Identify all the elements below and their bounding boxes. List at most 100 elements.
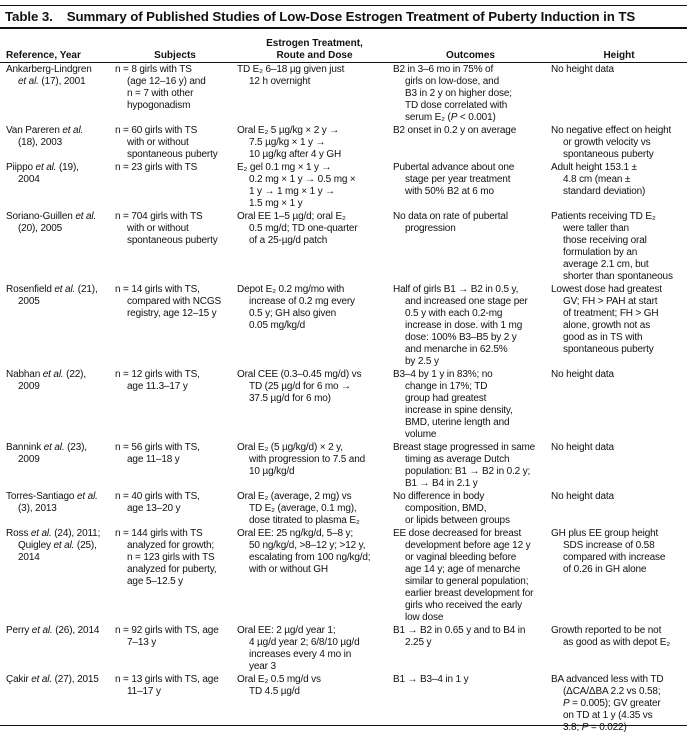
cell-subjects: n = 40 girls with TS, age 13–20 y — [115, 491, 200, 515]
subjects-line: age 11.3–17 y — [127, 381, 188, 392]
subjects-line: 7–13 y — [127, 637, 157, 648]
table-caption: Summary of Published Studies of Low-Dose… — [66, 9, 636, 24]
table-row: Ankarberg-Lindgren et al. (17), 2001 n = 8… — [0, 64, 687, 125]
height-line: those receiving oral — [563, 235, 647, 246]
cell-height: Growth reported to be not as good as with… — [551, 625, 670, 649]
height-line: 4.8 cm (mean ± — [563, 174, 631, 185]
table-number: Table 3. — [5, 9, 53, 24]
table-title: Table 3. Summary of Published Studies of … — [5, 9, 635, 24]
reference-line: 2009 — [18, 454, 40, 465]
header-rule — [0, 62, 687, 63]
cell-treatment: Oral E₂ (5 µg/kg/d) × 2 y, with progressi… — [237, 442, 365, 478]
treatment-line: 10 µg/kg/d — [249, 466, 295, 477]
cell-outcomes: Breast stage progressed in same timing as… — [393, 442, 535, 490]
height-line: Patients receiving TD E₂ — [551, 211, 656, 222]
table-row: Piippo et al. (19), 2004 n = 23 girls with… — [0, 162, 687, 211]
treatment-line: with or without GH — [249, 564, 328, 575]
outcomes-line: 2.25 y — [405, 637, 432, 648]
subjects-line: n = 92 girls with TS, age — [115, 625, 219, 636]
subjects-line: 11–17 y — [127, 686, 161, 697]
cell-outcomes: No difference in body composition, BMD, or… — [393, 491, 510, 527]
cell-height: Adult height 153.1 ±4.8 cm (mean ± standa… — [551, 162, 645, 198]
header-treatment-line2: Route and Dose — [276, 50, 353, 61]
outcomes-line: age 14 y; age of menarche — [405, 564, 521, 575]
cell-reference: Rosenfield et al. (21), 2005 — [6, 284, 98, 308]
height-line: No height data — [551, 442, 614, 453]
cell-treatment: E₂ gel 0.1 mg × 1 y → 0.2 mg × 1 y → 0.5 … — [237, 162, 356, 210]
cell-subjects: n = 144 girls with TS analyzed for growth… — [115, 528, 217, 588]
height-line: alone, growth not as — [563, 320, 651, 331]
treatment-line: 4 µg/d year 2; 6/8/10 µg/d — [249, 637, 360, 648]
cell-outcomes: EE dose decreased for breast development … — [393, 528, 534, 624]
treatment-line: with progression to 7.5 and — [249, 454, 366, 465]
cell-subjects: n = 23 girls with TS — [115, 162, 197, 174]
top-rule — [0, 5, 687, 6]
height-line: average 2.1 cm, but — [563, 259, 649, 270]
outcomes-line: Pubertal advance about one — [393, 162, 515, 173]
cell-height: No height data — [551, 64, 614, 76]
outcomes-line: No difference in body — [393, 491, 485, 502]
header-treatment-line1: Estrogen Treatment, — [266, 38, 363, 49]
outcomes-line: BMD, uterine length and — [405, 417, 510, 428]
cell-reference: Piippo et al. (19), 2004 — [6, 162, 79, 186]
outcomes-line: Half of girls B1 → B2 in 0.5 y, — [393, 284, 519, 295]
cell-reference: Bannink et al. (23), 2009 — [6, 442, 87, 466]
cell-subjects: n = 92 girls with TS, age 7–13 y — [115, 625, 219, 649]
treatment-line: 7.5 µg/kg × 1 y → — [249, 137, 326, 148]
subjects-line: n = 56 girls with TS, — [115, 442, 200, 453]
cell-outcomes: B3–4 by 1 y in 83%; no change in 17%; TD g… — [393, 369, 513, 441]
height-line: formulation by an — [563, 247, 638, 258]
cell-subjects: n = 12 girls with TS, age 11.3–17 y — [115, 369, 200, 393]
subjects-line: spontaneous puberty — [127, 235, 218, 246]
outcomes-line: population: B1 → B2 in 0.2 y; — [405, 466, 531, 477]
subjects-line: compared with NCGS — [127, 296, 221, 307]
cell-height: No height data — [551, 491, 614, 503]
treatment-line: Oral CEE (0.3–0.45 mg/d) vs — [237, 369, 362, 380]
reference-line: (3), 2013 — [18, 503, 57, 514]
subjects-line: age 5–12.5 y — [127, 576, 184, 587]
height-line: of 0.26 in GH alone — [563, 564, 647, 575]
treatment-line: Oral E₂ 0.5 mg/d vs — [237, 674, 321, 685]
treatment-line: of a 25-µg/d patch — [249, 235, 328, 246]
cell-treatment: Oral EE: 25 ng/kg/d, 5–8 y; 50 ng/kg/d, >… — [237, 528, 371, 576]
subjects-line: spontaneous puberty — [127, 149, 218, 160]
treatment-line: E₂ gel 0.1 mg × 1 y → — [237, 162, 332, 173]
reference-line: (18), 2003 — [18, 137, 63, 148]
cell-outcomes: B1 → B2 in 0.65 y and to B4 in 2.25 y — [393, 625, 525, 649]
outcomes-line: by 2.5 y — [405, 356, 439, 367]
height-line: standard deviation) — [563, 186, 646, 197]
reference-line: Bannink et al. (23), — [6, 442, 87, 453]
treatment-line: 37.5 µg/d for 6 mo) — [249, 393, 331, 404]
treatment-line: 10 µg/kg after 4 y GH — [249, 149, 342, 160]
subjects-line: with or without — [127, 137, 189, 148]
treatment-line: Oral EE 1–5 µg/d; oral E₂ — [237, 211, 346, 222]
outcomes-line: 0.5 y with each 0.2-mg — [405, 308, 503, 319]
outcomes-line: increase in dose. with 1 mg — [405, 320, 523, 331]
outcomes-line: B3 in 2 y on higher dose; — [405, 88, 512, 99]
cell-treatment: Depot E₂ 0.2 mg/mo with increase of 0.2 m… — [237, 284, 355, 332]
cell-treatment: Oral E₂ (average, 2 mg) vs TD E₂ (average… — [237, 491, 360, 527]
subjects-line: age 11–18 y — [127, 454, 180, 465]
outcomes-line: and menarche in 62.5% — [405, 344, 508, 355]
outcomes-line: volume — [405, 429, 437, 440]
outcomes-line: girls who received the early — [405, 600, 522, 611]
table-row: Soriano-Guillen et al. (20), 2005 n = 704 … — [0, 211, 687, 284]
outcomes-line: stage per year treatment — [405, 174, 511, 185]
cell-reference: Nabhan et al. (22), 2009 — [6, 369, 86, 393]
reference-line: Perry et al. (26), 2014 — [6, 625, 100, 636]
cell-outcomes: No data on rate of pubertal progression — [393, 211, 508, 235]
treatment-line: 0.2 mg × 1 y → 0.5 mg × — [249, 174, 356, 185]
subjects-line: analyzed for growth; — [127, 540, 215, 551]
cell-subjects: n = 13 girls with TS, age 11–17 y — [115, 674, 219, 698]
table-row: Nabhan et al. (22), 2009 n = 12 girls with… — [0, 369, 687, 442]
outcomes-line: Breast stage progressed in same — [393, 442, 536, 453]
subjects-line: n = 40 girls with TS, — [115, 491, 200, 502]
table-row: Ross et al. (24), 2011; Quigley et al. (2… — [0, 528, 687, 625]
reference-line: Ankarberg-Lindgren — [6, 64, 92, 75]
outcomes-line: timing as average Dutch — [405, 454, 510, 465]
cell-height: Patients receiving TD E₂ were taller than… — [551, 211, 673, 283]
subjects-line: with or without — [127, 223, 189, 234]
reference-line: 2009 — [18, 381, 40, 392]
header-treatment: Estrogen Treatment, Route and Dose — [237, 38, 392, 62]
outcomes-line: girls on low-dose, and — [405, 76, 499, 87]
